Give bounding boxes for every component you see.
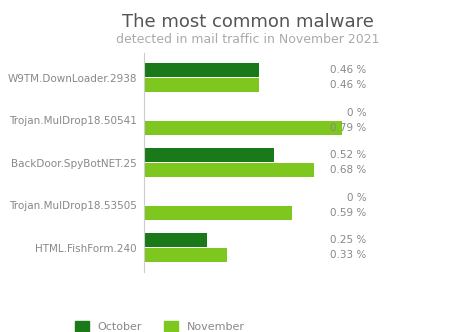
- Text: 0.46 %: 0.46 %: [330, 65, 366, 75]
- Text: 0 %: 0 %: [347, 193, 366, 203]
- Legend: October, November: October, November: [71, 316, 249, 332]
- Bar: [144, 78, 259, 92]
- Bar: [144, 206, 292, 220]
- Bar: [144, 248, 226, 262]
- Bar: [144, 63, 259, 77]
- Text: 0.59 %: 0.59 %: [330, 208, 366, 218]
- Text: The most common malware: The most common malware: [122, 13, 374, 31]
- Text: 0.25 %: 0.25 %: [330, 235, 366, 245]
- Bar: [144, 233, 207, 247]
- Text: 0.52 %: 0.52 %: [330, 150, 366, 160]
- Bar: [144, 148, 274, 162]
- Text: 0.79 %: 0.79 %: [330, 123, 366, 133]
- Text: detected in mail traffic in November 2021: detected in mail traffic in November 202…: [116, 33, 379, 46]
- Bar: [144, 121, 342, 135]
- Text: 0 %: 0 %: [347, 108, 366, 118]
- Text: 0.33 %: 0.33 %: [330, 250, 366, 260]
- Bar: [144, 163, 314, 177]
- Text: 0.68 %: 0.68 %: [330, 165, 366, 175]
- Text: 0.46 %: 0.46 %: [330, 80, 366, 90]
